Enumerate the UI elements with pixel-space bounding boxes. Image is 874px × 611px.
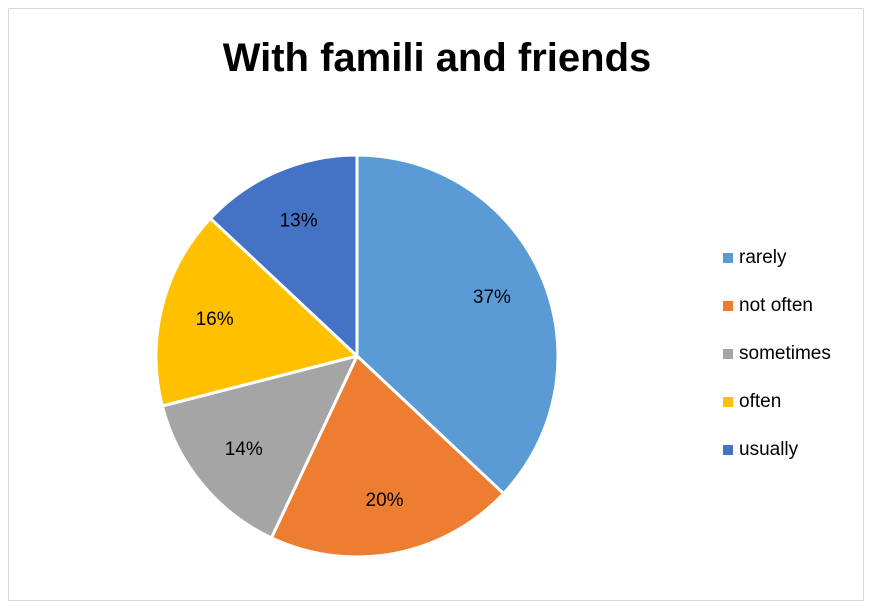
legend-item-usually: usually xyxy=(723,438,831,462)
legend-label-rarely: rarely xyxy=(739,247,787,268)
legend: rarely not often sometimes often usually xyxy=(723,246,831,486)
pie-slice-often xyxy=(154,216,359,408)
pie-slices xyxy=(154,153,560,559)
data-label-sometimes: 14% xyxy=(225,439,263,460)
legend-item-rarely: rarely xyxy=(723,246,831,270)
legend-swatch-rarely xyxy=(723,253,733,263)
legend-label-often: often xyxy=(739,391,782,412)
pie-slice-not-often xyxy=(269,354,506,559)
data-label-often: 16% xyxy=(196,309,234,330)
legend-item-sometimes: sometimes xyxy=(723,342,831,366)
data-label-usually: 13% xyxy=(280,211,318,232)
legend-label-not-often: not often xyxy=(739,295,813,316)
legend-swatch-sometimes xyxy=(723,349,733,359)
pie-data-labels: 37% 20% 14% 16% 13% xyxy=(196,211,511,511)
chart-title: With famili and friends xyxy=(222,36,652,80)
pie-slice-rarely xyxy=(355,153,560,496)
legend-label-usually: usually xyxy=(739,439,799,460)
data-label-rarely: 37% xyxy=(473,287,511,308)
legend-swatch-often xyxy=(723,397,733,407)
legend-swatch-not-often xyxy=(723,301,733,311)
legend-item-not-often: not often xyxy=(723,294,831,318)
data-label-not-often: 20% xyxy=(366,490,404,511)
legend-label-sometimes: sometimes xyxy=(739,343,831,364)
legend-item-often: often xyxy=(723,390,831,414)
legend-swatch-usually xyxy=(723,445,733,455)
pie-slice-usually xyxy=(208,153,359,358)
pie-slice-sometimes xyxy=(160,354,359,540)
